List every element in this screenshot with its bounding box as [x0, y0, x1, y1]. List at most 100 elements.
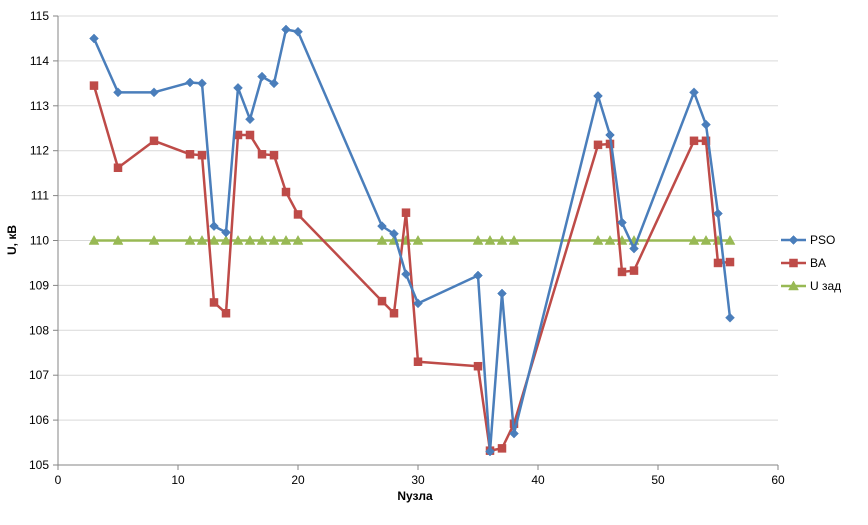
square-marker	[281, 187, 291, 197]
y-tick-label: 107	[29, 368, 49, 382]
triangle-marker	[196, 234, 208, 245]
diamond-marker	[788, 235, 799, 245]
diamond-marker	[197, 78, 207, 89]
triangle-marker	[232, 234, 244, 245]
diamond-marker	[269, 78, 279, 89]
square-marker	[413, 357, 423, 366]
legend-label: U зад	[810, 279, 841, 293]
triangle-marker	[788, 280, 799, 291]
diamond-marker	[605, 130, 615, 140]
diamond-marker	[257, 71, 267, 82]
triangle-marker	[88, 234, 100, 245]
square-marker	[497, 444, 507, 453]
triangle-marker	[292, 234, 304, 245]
square-marker	[245, 130, 255, 140]
square-marker	[113, 163, 123, 173]
square-marker	[689, 136, 699, 146]
diamond-marker	[245, 114, 255, 125]
triangle-marker	[244, 234, 256, 245]
square-marker	[209, 298, 219, 307]
x-axis-title: Nузла	[397, 489, 433, 503]
y-tick-label: 115	[30, 9, 49, 23]
triangle-marker	[184, 234, 196, 245]
diamond-marker	[725, 312, 735, 323]
diamond-marker	[185, 77, 195, 88]
square-marker	[257, 150, 267, 159]
diamond-marker	[713, 208, 723, 219]
square-marker	[197, 150, 207, 160]
x-tick-label: 50	[651, 473, 665, 487]
diamond-marker	[389, 228, 399, 239]
diamond-marker	[401, 269, 411, 280]
y-tick-label: 114	[30, 54, 49, 68]
y-axis-title: U, кВ	[5, 225, 19, 255]
square-marker	[185, 150, 195, 159]
x-tick-label: 60	[771, 473, 785, 487]
triangle-marker	[700, 234, 712, 245]
square-marker	[593, 140, 603, 150]
diamond-marker	[617, 217, 627, 228]
square-marker	[389, 308, 399, 318]
diamond-marker	[377, 221, 387, 231]
square-marker	[377, 296, 387, 306]
series-1	[89, 81, 735, 455]
triangle-marker	[148, 234, 160, 245]
x-tick-label: 30	[411, 473, 425, 487]
diamond-marker	[281, 24, 291, 35]
triangle-marker	[688, 234, 700, 245]
series-group	[88, 24, 736, 457]
y-tick-label: 113	[30, 99, 49, 113]
square-marker	[713, 258, 723, 268]
y-tick-label: 111	[31, 189, 50, 203]
legend: PSO BA U зад	[781, 233, 841, 293]
y-tick-label: 106	[29, 413, 49, 427]
triangle-marker	[220, 234, 232, 245]
diamond-marker	[113, 87, 123, 98]
diamond-marker	[233, 82, 243, 93]
diamond-marker	[701, 119, 711, 130]
diamond-marker	[413, 298, 423, 309]
square-marker	[725, 257, 735, 267]
square-marker	[221, 308, 231, 318]
x-tick-label: 10	[171, 473, 185, 487]
square-marker	[701, 136, 711, 146]
diamond-marker	[293, 26, 303, 37]
square-marker	[789, 258, 798, 268]
triangle-marker	[376, 234, 388, 245]
legend-label: BA	[810, 256, 826, 270]
x-tick-labels: 0 10 20 30 40 50 60	[55, 473, 785, 487]
diamond-marker	[629, 243, 639, 254]
diamond-marker	[509, 428, 519, 439]
diamond-marker	[473, 270, 483, 281]
triangle-marker	[112, 234, 124, 245]
triangle-marker	[496, 234, 508, 245]
diamond-marker	[209, 221, 219, 231]
diamond-marker	[89, 33, 99, 44]
y-tick-label: 112	[30, 144, 49, 158]
triangle-marker	[472, 234, 484, 245]
y-tick-label: 109	[29, 278, 49, 292]
y-tick-labels: 105 106 107 108 109 110 111 112 113 114 115	[29, 9, 49, 472]
triangle-marker	[412, 234, 424, 245]
diamond-marker	[689, 87, 699, 98]
axes	[53, 15, 779, 470]
y-tick-label: 110	[30, 234, 49, 248]
diamond-marker	[149, 87, 159, 98]
square-marker	[269, 150, 279, 160]
x-tick-label: 20	[291, 473, 305, 487]
square-marker	[629, 266, 639, 275]
square-marker	[149, 136, 159, 146]
triangle-marker	[604, 234, 616, 245]
series-0	[89, 24, 735, 457]
triangle-marker	[280, 234, 292, 245]
y-tick-label: 108	[29, 323, 49, 337]
y-tick-label: 105	[29, 458, 49, 472]
square-marker	[293, 210, 303, 219]
triangle-marker	[268, 234, 280, 245]
square-marker	[401, 208, 411, 217]
triangle-marker	[256, 234, 268, 245]
diamond-marker	[593, 91, 603, 101]
diamond-marker	[497, 288, 507, 299]
legend-label: PSO	[810, 233, 835, 247]
